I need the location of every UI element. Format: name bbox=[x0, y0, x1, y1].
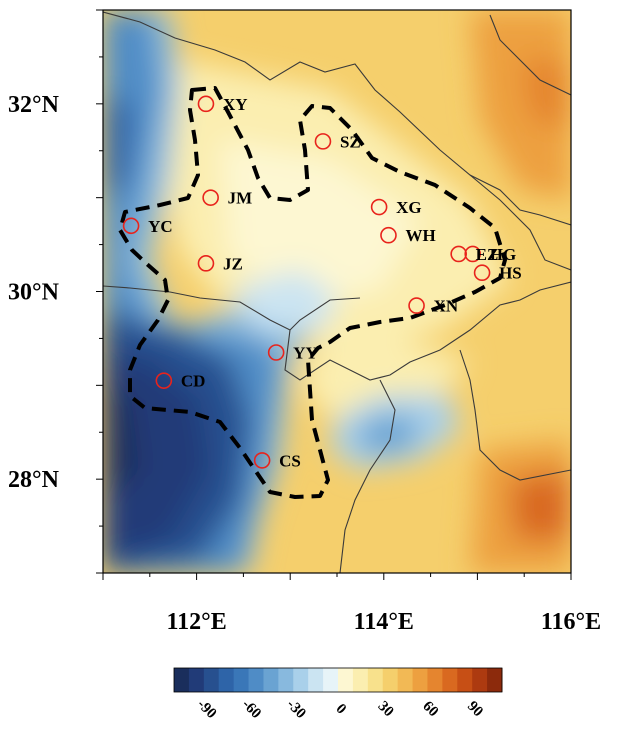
station-ez: EZ bbox=[450, 245, 499, 264]
colorbar-swatch bbox=[293, 668, 309, 692]
colorbar-swatch bbox=[442, 668, 458, 692]
field-contours bbox=[103, 10, 571, 573]
station-sz: SZ bbox=[314, 132, 361, 151]
station-marker bbox=[253, 452, 271, 469]
station-yc: YC bbox=[122, 217, 173, 236]
axes-layer: 32°N 30°N 28°N 112°E 114°E 116°E bbox=[8, 9, 601, 635]
station-label: YC bbox=[148, 217, 173, 236]
colorbar-swatch bbox=[472, 668, 488, 692]
colorbar: -90 -60 -30 0 30 60 90 bbox=[173, 667, 503, 722]
lat-tick-label: 28°N bbox=[8, 467, 60, 493]
colorbar-tick-label: 0 bbox=[333, 701, 350, 718]
colorbar-swatch bbox=[397, 668, 414, 692]
colorbar-swatch bbox=[382, 668, 399, 692]
station-marker bbox=[197, 95, 215, 113]
station-label: CS bbox=[279, 451, 301, 470]
station-marker bbox=[464, 245, 482, 263]
station-jm: JM bbox=[202, 189, 253, 208]
station-label: XY bbox=[223, 95, 248, 114]
station-wh: WH bbox=[380, 226, 436, 245]
lon-tick-label: 114°E bbox=[354, 609, 414, 635]
colorbar-tick-label: -30 bbox=[283, 696, 308, 721]
station-label: XN bbox=[434, 297, 459, 316]
station-marker bbox=[450, 245, 467, 263]
station-label: SZ bbox=[340, 132, 361, 151]
station-yy: YY bbox=[267, 343, 318, 362]
colorbar-frame bbox=[173, 667, 503, 693]
station-label: HS bbox=[499, 264, 522, 283]
province-borders bbox=[103, 11, 571, 573]
colorbar-swatch bbox=[338, 668, 354, 692]
colorbar-swatch bbox=[367, 668, 384, 692]
colorbar-swatch bbox=[412, 668, 428, 692]
station-xn: XN bbox=[408, 297, 459, 316]
station-marker bbox=[267, 344, 285, 361]
station-hs: HS bbox=[473, 264, 522, 283]
station-label: JZ bbox=[223, 254, 243, 273]
colorbar-swatch bbox=[174, 668, 190, 692]
colorbar-swatch bbox=[263, 668, 279, 692]
station-marker bbox=[380, 226, 397, 244]
station-marker bbox=[155, 372, 173, 389]
station-marker bbox=[370, 198, 388, 216]
colorbar-swatch bbox=[487, 668, 503, 692]
station-label: CD bbox=[181, 372, 206, 391]
study-region-outline bbox=[118, 86, 507, 499]
station-cs: CS bbox=[253, 451, 301, 470]
station-label: YY bbox=[293, 343, 318, 362]
lon-tick-label: 116°E bbox=[541, 609, 601, 635]
colorbar-swatch bbox=[308, 668, 324, 692]
colorbar-swatch bbox=[457, 668, 473, 692]
colorbar-tick-label: 60 bbox=[419, 698, 441, 720]
lat-tick-label: 30°N bbox=[8, 280, 60, 306]
colorbar-swatch bbox=[218, 668, 235, 692]
colorbar-swatch bbox=[188, 668, 205, 692]
station-label: HG bbox=[490, 245, 516, 264]
colorbar-swatch bbox=[278, 668, 294, 692]
colorbar-tick-label: -60 bbox=[239, 696, 264, 721]
station-label: WH bbox=[405, 226, 435, 245]
station-cd: CD bbox=[155, 372, 206, 391]
station-marker bbox=[408, 297, 425, 314]
colorbar-tick-label: 90 bbox=[464, 698, 486, 720]
station-marker bbox=[122, 217, 140, 235]
station-jz: JZ bbox=[197, 254, 243, 273]
station-marker bbox=[202, 189, 219, 206]
colorbar-swatch bbox=[352, 668, 369, 692]
colorbar-swatch bbox=[427, 668, 443, 692]
station-xy: XY bbox=[197, 95, 248, 114]
lat-tick-label: 32°N bbox=[8, 92, 60, 118]
colorbar-tick-label: -90 bbox=[194, 696, 219, 721]
colorbar-swatch bbox=[323, 668, 339, 692]
station-label: JM bbox=[228, 189, 253, 208]
station-label: EZ bbox=[476, 245, 499, 264]
station-xg: XG bbox=[370, 198, 422, 217]
lon-tick-label: 112°E bbox=[166, 609, 226, 635]
colorbar-swatch bbox=[233, 668, 250, 692]
colorbar-tick-label: 30 bbox=[375, 698, 397, 720]
station-marker bbox=[314, 133, 332, 150]
colorbar-swatch bbox=[203, 668, 220, 692]
station-marker bbox=[473, 264, 491, 282]
station-marker bbox=[197, 255, 215, 272]
station-hg: HG bbox=[464, 245, 516, 264]
colorbar-swatch bbox=[248, 668, 264, 692]
station-label: XG bbox=[396, 198, 422, 217]
